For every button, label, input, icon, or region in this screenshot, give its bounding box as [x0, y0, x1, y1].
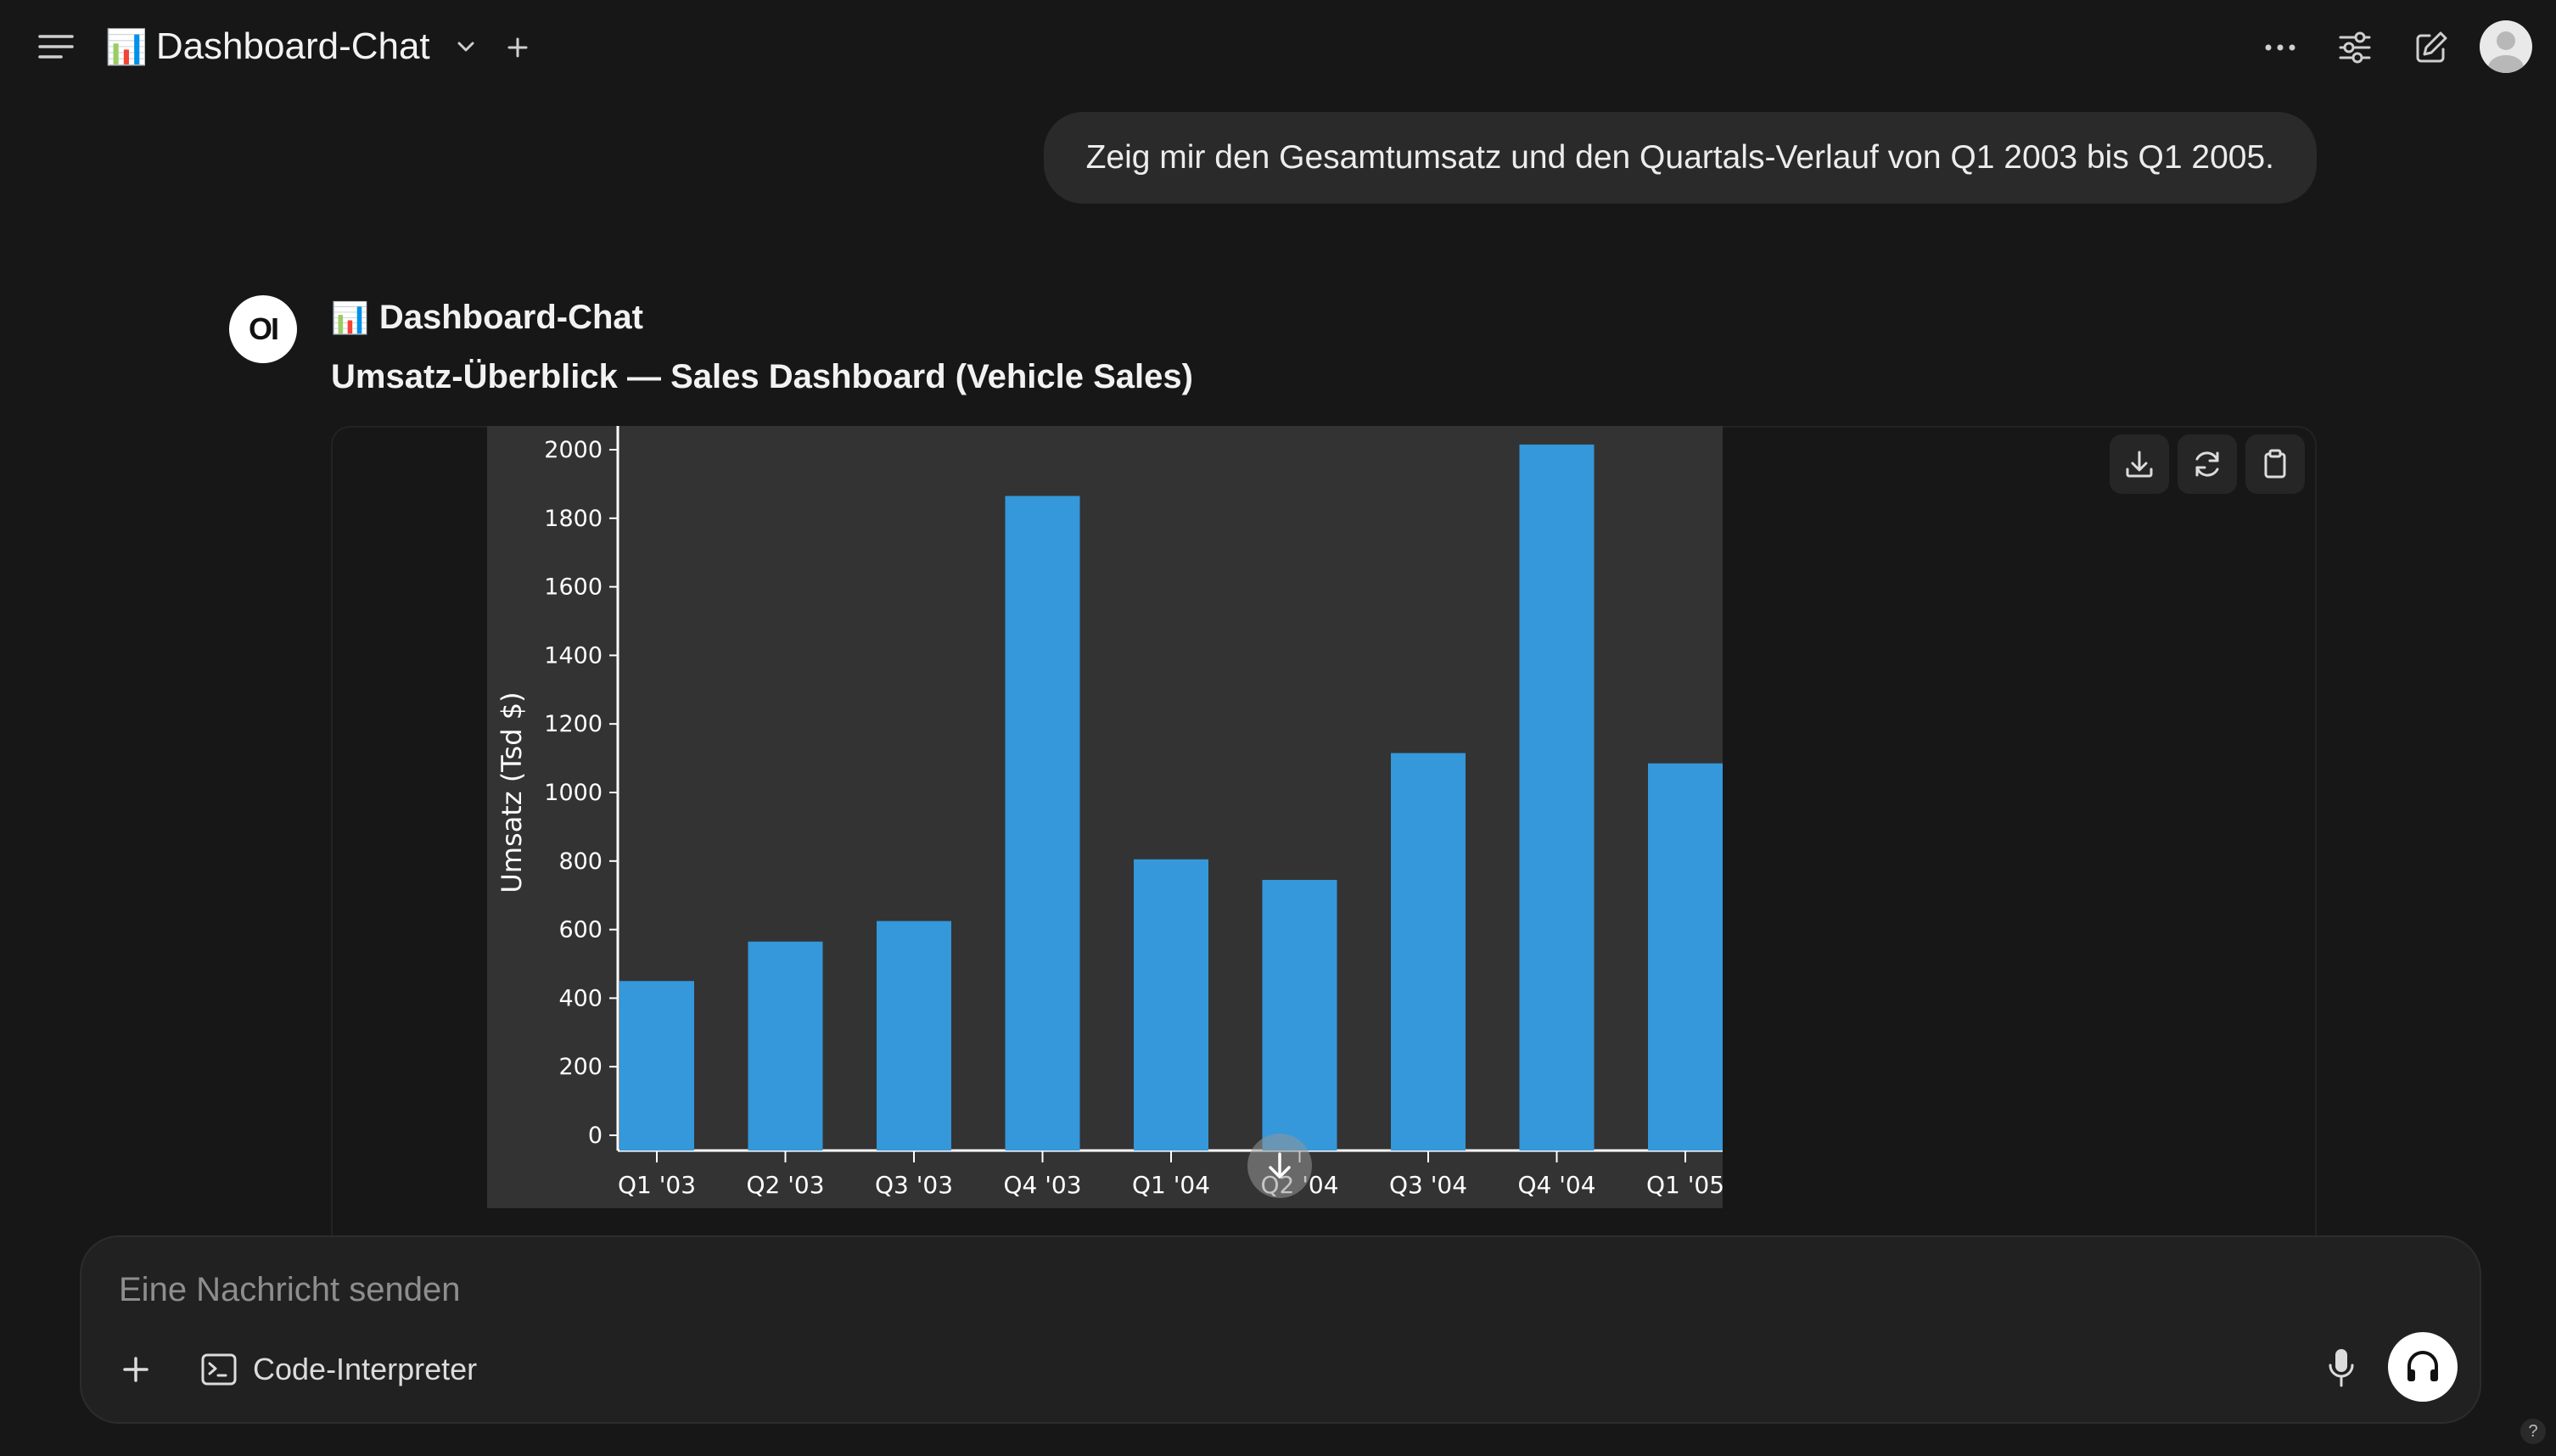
chart-emoji-icon: 📊	[331, 300, 369, 335]
assistant-name: 📊 Dashboard-Chat	[331, 299, 643, 337]
message-composer	[80, 1235, 2481, 1424]
download-chart-button[interactable]	[2110, 434, 2169, 494]
chart-toolbar	[2110, 434, 2305, 494]
sliders-icon	[2339, 31, 2371, 64]
response-heading: Umsatz-Überblick — Sales Dashboard (Vehi…	[331, 358, 1193, 395]
bar	[1262, 880, 1337, 1151]
y-tick-label: 1800	[544, 506, 603, 532]
bar-chart: 0 200 400 600 800 1000 1200 1400 1600 1800 2000 Q1 …	[496, 426, 1724, 1199]
x-tick-label: Q3 '03	[875, 1171, 953, 1199]
y-axis-label: Umsatz (Tsd $)	[496, 692, 528, 893]
top-bar: 📊 Dashboard-Chat	[0, 0, 2556, 93]
y-tick-label: 2000	[544, 437, 603, 463]
assistant-name-text: Dashboard-Chat	[378, 299, 643, 336]
y-tick-label: 1400	[544, 642, 603, 669]
scroll-to-bottom-button[interactable]	[1247, 1134, 1312, 1198]
hamburger-menu-icon	[38, 35, 74, 59]
bar	[1391, 753, 1466, 1151]
x-tick-label: Q4 '03	[1003, 1171, 1081, 1199]
plus-icon	[123, 1357, 149, 1382]
add-attachment-button[interactable]	[112, 1346, 160, 1393]
y-tick-label: 1000	[544, 780, 603, 806]
bar	[748, 941, 823, 1151]
chart-area: 0 200 400 600 800 1000 1200 1400 1600 1800 2000 Q1 …	[487, 426, 1724, 1208]
chat-title: Dashboard-Chat	[155, 25, 430, 67]
x-tick-label: Q1 '05	[1646, 1171, 1723, 1199]
sidebar-toggle-button[interactable]	[32, 25, 80, 68]
chevron-down-icon	[457, 42, 474, 52]
user-avatar-icon	[2488, 31, 2524, 73]
headphones-icon	[2407, 1351, 2438, 1381]
clipboard-icon	[2264, 449, 2286, 479]
y-tick-label: 0	[588, 1123, 603, 1149]
edit-icon	[2416, 31, 2447, 63]
bar	[1519, 444, 1595, 1151]
code-interpreter-label: Code-Interpreter	[253, 1352, 478, 1386]
model-selector[interactable]: 📊 Dashboard-Chat	[105, 22, 481, 71]
x-tick-label: Q3 '04	[1389, 1171, 1467, 1199]
x-tick-label: Q1 '04	[1132, 1171, 1210, 1199]
y-tick-label: 800	[558, 848, 603, 875]
assistant-avatar: OI	[229, 295, 297, 363]
refresh-chart-button[interactable]	[2178, 434, 2237, 494]
ellipsis-icon	[2265, 44, 2295, 51]
voice-mode-button[interactable]	[2388, 1332, 2458, 1402]
microphone-icon	[2329, 1349, 2354, 1387]
y-tick-label: 200	[558, 1054, 603, 1080]
voice-input-button[interactable]	[2322, 1344, 2361, 1392]
y-tick-label: 600	[558, 917, 603, 944]
user-message-bubble: Zeig mir den Gesamtumsatz und den Quarta…	[1043, 112, 2317, 204]
user-message-text: Zeig mir den Gesamtumsatz und den Quarta…	[1085, 139, 2274, 176]
assistant-logo-text: OI	[248, 311, 279, 346]
code-interpreter-toggle[interactable]: Code-Interpreter	[200, 1346, 477, 1393]
chart-emoji-icon: 📊	[105, 28, 148, 66]
new-chat-button[interactable]	[2407, 24, 2456, 71]
x-tick-label: Q4 '04	[1517, 1171, 1595, 1199]
help-button[interactable]: ?	[2520, 1419, 2546, 1444]
controls-button[interactable]	[2330, 24, 2379, 71]
copy-chart-button[interactable]	[2245, 434, 2305, 494]
y-tick-label: 400	[558, 985, 603, 1011]
more-options-button[interactable]	[2256, 25, 2305, 70]
x-tick-label: Q2 '03	[746, 1171, 824, 1199]
new-model-button[interactable]	[499, 29, 536, 66]
x-tick-label: Q1 '03	[618, 1171, 696, 1199]
refresh-icon	[2195, 451, 2219, 477]
bar	[1134, 859, 1208, 1151]
bar	[619, 981, 694, 1151]
plus-icon	[507, 37, 528, 58]
y-tick-label: 1600	[544, 574, 603, 601]
download-icon	[2126, 451, 2153, 478]
message-input[interactable]: Eine Nachricht senden	[119, 1271, 461, 1308]
terminal-icon	[201, 1353, 237, 1386]
bar	[1648, 763, 1723, 1151]
arrow-down-icon	[1269, 1152, 1291, 1179]
user-avatar[interactable]	[2480, 20, 2532, 73]
bar	[877, 921, 951, 1151]
bar	[1005, 496, 1080, 1151]
y-tick-label: 1200	[544, 711, 603, 737]
